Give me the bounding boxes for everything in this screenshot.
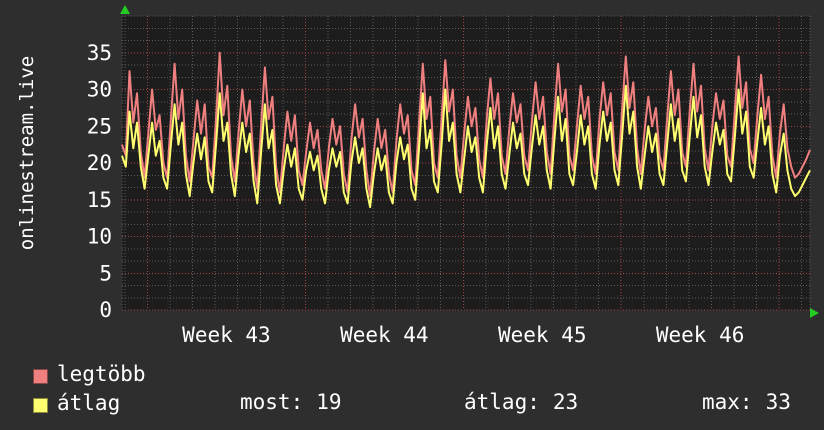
x-tick-label: Week 44	[340, 323, 429, 347]
legend-label: legtöbb	[57, 362, 146, 386]
series-lines	[121, 51, 811, 209]
legend-label: átlag	[57, 391, 121, 415]
stat-most: most: 19	[240, 391, 342, 413]
stat-label: átlag:	[464, 390, 540, 414]
x-tick-label: Week 46	[656, 323, 745, 347]
site-title: onlinestream.live	[16, 55, 38, 251]
series-line-legtobb	[121, 51, 811, 198]
y-tick-label: 10	[87, 225, 112, 249]
y-tick-label: 30	[87, 78, 112, 102]
series-line-atlag	[121, 84, 811, 209]
y-axis-up-arrow-icon	[120, 5, 130, 14]
stat-atlag: átlag: 23	[464, 391, 578, 413]
stat-label: most:	[240, 390, 304, 414]
x-axis-tick-labels: Week 43 Week 44 Week 45 Week 46	[182, 323, 744, 347]
stat-value: 19	[316, 390, 342, 414]
y-axis-tick-labels: 0 5 10 15 20 25 30 35	[87, 41, 112, 322]
legtobb-swatch-icon	[33, 369, 48, 384]
stat-value: 23	[552, 390, 579, 414]
x-axis-right-arrow-icon	[810, 308, 819, 318]
stat-max: max: 33	[702, 391, 791, 413]
y-tick-label: 0	[99, 298, 112, 322]
y-tick-label: 25	[87, 114, 112, 138]
legend-item-atlag: átlag	[33, 392, 120, 416]
x-tick-label: Week 45	[498, 323, 587, 347]
y-tick-label: 20	[87, 151, 112, 175]
x-tick-label: Week 43	[182, 323, 271, 347]
y-tick-label: 5	[99, 261, 112, 285]
stat-value: 33	[765, 390, 791, 414]
stat-label: max:	[702, 390, 753, 414]
legend-item-legtobb: legtöbb	[33, 363, 146, 387]
y-tick-label: 35	[87, 41, 112, 65]
atlag-swatch-icon	[33, 398, 48, 413]
y-tick-label: 15	[87, 188, 112, 212]
